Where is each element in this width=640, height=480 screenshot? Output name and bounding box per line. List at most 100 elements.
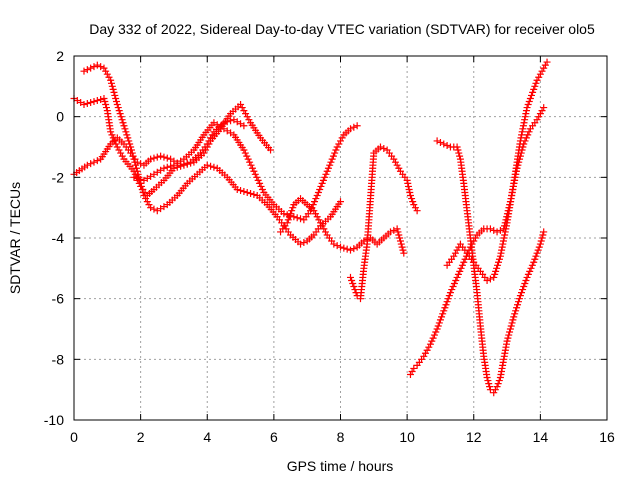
data-point — [517, 134, 525, 142]
data-point — [247, 161, 255, 169]
data-point — [112, 98, 120, 105]
data-point — [287, 210, 295, 218]
data-point — [454, 270, 462, 278]
data-point — [409, 198, 417, 206]
data-point — [395, 231, 403, 239]
data-point — [327, 158, 335, 166]
data-point — [393, 225, 401, 233]
data-point — [484, 377, 492, 385]
data-point — [87, 99, 95, 107]
data-point — [107, 76, 115, 84]
data-point — [444, 295, 452, 303]
data-point — [490, 273, 498, 281]
data-point — [445, 292, 453, 300]
data-point — [433, 325, 441, 333]
data-point — [350, 245, 358, 253]
data-point — [413, 207, 421, 215]
data-point — [523, 104, 531, 112]
data-point — [524, 131, 532, 139]
data-point — [521, 116, 529, 124]
data-point — [452, 276, 460, 284]
data-point — [241, 149, 249, 157]
data-point — [332, 146, 340, 154]
data-point — [535, 73, 543, 81]
data-point — [133, 174, 141, 182]
data-point — [102, 67, 110, 75]
data-point — [115, 146, 123, 154]
data-point — [121, 125, 129, 133]
data-point — [537, 237, 545, 245]
data-point — [258, 185, 266, 193]
data-point — [205, 137, 213, 145]
data-point — [410, 201, 418, 209]
data-point — [297, 215, 305, 223]
data-point — [289, 204, 297, 212]
data-point — [483, 276, 491, 284]
data-point — [240, 187, 248, 195]
data-point — [108, 131, 116, 139]
data-point — [131, 158, 139, 166]
data-point — [80, 101, 88, 109]
data-point — [490, 226, 498, 234]
data-point — [203, 161, 211, 169]
data-point — [90, 63, 98, 71]
data-point — [494, 258, 502, 266]
data-point — [518, 131, 526, 139]
data-point — [499, 237, 507, 245]
data-point — [254, 176, 262, 184]
data-point — [450, 252, 458, 260]
data-point — [543, 58, 551, 66]
data-point — [433, 137, 441, 145]
data-point — [267, 146, 275, 154]
data-point — [250, 167, 258, 175]
data-point — [536, 110, 544, 118]
data-point — [93, 96, 101, 104]
data-point — [118, 152, 126, 160]
data-point — [126, 140, 134, 148]
data-point — [526, 267, 534, 275]
data-point — [531, 82, 539, 90]
data-points — [70, 58, 551, 397]
x-tick-label: 10 — [399, 429, 415, 445]
data-point — [346, 246, 354, 254]
data-point — [515, 295, 523, 303]
data-point — [333, 242, 341, 250]
data-point — [117, 113, 125, 121]
data-point — [509, 316, 517, 324]
data-point — [492, 267, 500, 275]
data-point — [393, 161, 401, 169]
data-point — [443, 298, 451, 306]
data-point — [511, 310, 519, 318]
data-point — [143, 198, 151, 206]
data-point — [535, 243, 543, 251]
data-point — [127, 146, 135, 154]
data-point — [83, 100, 91, 108]
data-point — [220, 119, 228, 127]
data-point — [257, 182, 265, 190]
x-tick-label: 8 — [337, 429, 345, 445]
data-point — [253, 173, 261, 181]
data-point — [167, 162, 175, 170]
data-point — [311, 198, 319, 206]
data-point — [157, 152, 165, 160]
data-point — [405, 185, 413, 193]
data-point — [453, 246, 461, 254]
data-point — [506, 325, 514, 333]
data-point — [406, 371, 414, 378]
y-tick-label: -4 — [52, 230, 65, 246]
x-tick-label: 14 — [533, 429, 549, 445]
data-point — [461, 255, 469, 263]
data-point — [434, 322, 442, 330]
data-point — [137, 182, 145, 190]
data-point — [443, 141, 451, 149]
data-point — [130, 173, 138, 181]
data-point — [430, 331, 438, 339]
data-point — [97, 95, 105, 103]
data-point — [348, 276, 356, 284]
data-point — [317, 182, 325, 190]
data-point — [496, 252, 504, 260]
data-point — [439, 310, 447, 318]
data-point — [208, 131, 216, 139]
y-tick-label: -10 — [44, 412, 64, 428]
